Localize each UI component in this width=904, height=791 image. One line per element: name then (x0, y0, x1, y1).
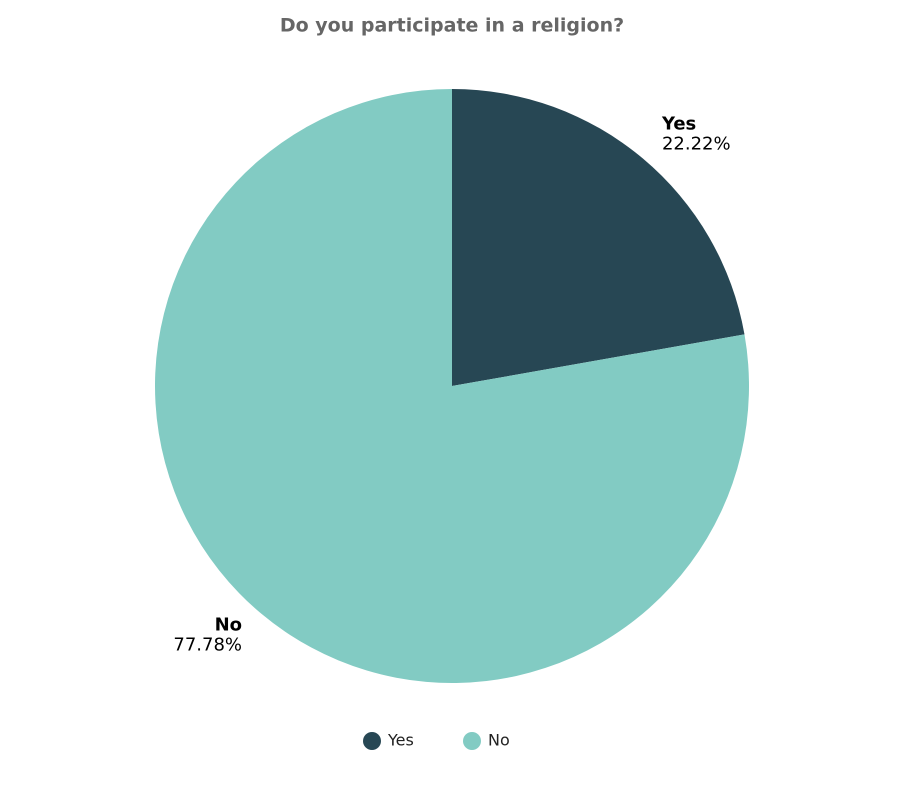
slice-label: No (215, 614, 242, 635)
slice-value-label: 77.78% (173, 634, 242, 655)
slice-label: Yes (661, 114, 696, 135)
legend-label: Yes (387, 731, 414, 750)
legend-swatch (363, 732, 381, 750)
legend-swatch (463, 732, 481, 750)
chart-title: Do you participate in a religion? (280, 15, 624, 37)
legend-label: No (488, 731, 510, 750)
pie-slice (155, 89, 750, 683)
pie-slice (452, 89, 745, 386)
slice-value-label: 22.22% (662, 134, 731, 155)
